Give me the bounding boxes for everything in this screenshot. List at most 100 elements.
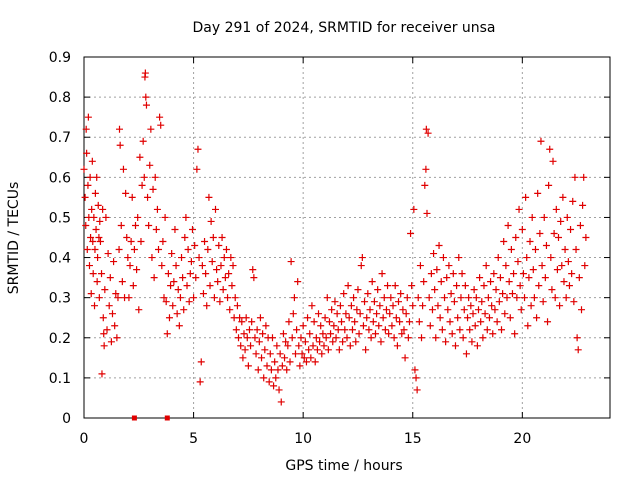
data-point — [365, 326, 373, 334]
data-point — [537, 137, 545, 145]
data-point — [505, 278, 513, 286]
data-point — [501, 310, 509, 318]
data-point — [448, 330, 456, 338]
data-point — [157, 121, 165, 129]
data-point — [214, 278, 222, 286]
data-point — [414, 294, 422, 302]
data-point — [333, 310, 341, 318]
data-point — [88, 205, 96, 213]
data-point — [186, 270, 194, 278]
data-point — [443, 274, 451, 282]
data-point — [363, 314, 371, 322]
data-point — [176, 294, 184, 302]
data-point — [193, 165, 201, 173]
data-point — [410, 205, 418, 213]
data-point — [427, 270, 435, 278]
data-point — [331, 298, 339, 306]
data-point — [499, 290, 507, 298]
data-point — [322, 334, 330, 342]
grid-lines — [84, 57, 610, 418]
data-point — [206, 282, 214, 290]
data-point — [558, 262, 566, 270]
data-point — [332, 334, 340, 342]
data-point — [361, 298, 369, 306]
data-point — [345, 314, 353, 322]
data-point — [251, 334, 259, 342]
data-point — [236, 314, 244, 322]
data-point — [116, 125, 124, 133]
data-point — [319, 330, 327, 338]
data-point — [370, 298, 378, 306]
data-point — [469, 310, 477, 318]
data-point — [304, 314, 312, 322]
data-point — [145, 221, 153, 229]
data-point — [526, 238, 534, 246]
data-point — [96, 238, 104, 246]
data-point — [158, 262, 166, 270]
data-point — [419, 302, 427, 310]
data-point — [245, 326, 253, 334]
data-point — [136, 153, 144, 161]
data-point — [123, 234, 131, 241]
data-point — [183, 282, 191, 290]
data-point — [564, 258, 572, 266]
data-point — [350, 294, 358, 302]
data-point — [80, 165, 88, 173]
data-point — [524, 322, 532, 330]
data-point — [398, 330, 406, 338]
data-point — [242, 314, 250, 322]
data-point — [301, 338, 309, 346]
data-point — [329, 338, 337, 346]
data-point — [112, 290, 120, 298]
data-point — [376, 302, 384, 310]
data-point — [128, 193, 136, 201]
y-tick-label: 0.2 — [49, 331, 71, 347]
data-point — [366, 306, 374, 314]
data-point — [91, 189, 99, 197]
data-point — [574, 346, 582, 354]
data-point — [367, 334, 375, 342]
data-point — [548, 286, 556, 294]
plot-frame — [83, 56, 611, 419]
data-point — [412, 374, 420, 382]
data-point — [238, 318, 246, 326]
data-point — [290, 294, 298, 302]
data-point — [493, 318, 501, 326]
data-point — [468, 338, 476, 346]
data-point — [507, 246, 515, 254]
data-point — [342, 310, 350, 318]
data-point — [411, 366, 419, 374]
data-point — [194, 145, 202, 153]
data-point — [439, 254, 447, 262]
data-point — [265, 378, 273, 386]
data-point — [546, 145, 554, 153]
data-point — [580, 173, 588, 181]
data-point — [488, 302, 496, 310]
data-point — [541, 274, 549, 282]
data-point — [82, 221, 90, 229]
data-point — [385, 330, 393, 338]
data-point — [262, 322, 270, 330]
data-point — [261, 346, 269, 354]
data-point — [323, 294, 331, 302]
data-point — [487, 278, 495, 286]
data-point — [430, 250, 438, 258]
data-point — [418, 334, 426, 342]
data-point — [446, 318, 454, 326]
data-point — [447, 290, 455, 298]
data-point — [455, 254, 463, 262]
data-point — [132, 221, 140, 229]
data-point — [544, 318, 552, 326]
y-tick-label: 0.3 — [49, 291, 71, 307]
data-point — [464, 314, 472, 322]
data-point — [344, 282, 352, 290]
data-point — [205, 193, 213, 201]
data-point — [267, 366, 275, 374]
data-point — [473, 342, 481, 350]
data-point — [318, 350, 326, 358]
data-point — [371, 330, 379, 338]
data-point — [357, 262, 365, 270]
data-point — [125, 294, 133, 302]
x-tick-label: 20 — [513, 431, 531, 447]
data-point — [445, 262, 453, 270]
